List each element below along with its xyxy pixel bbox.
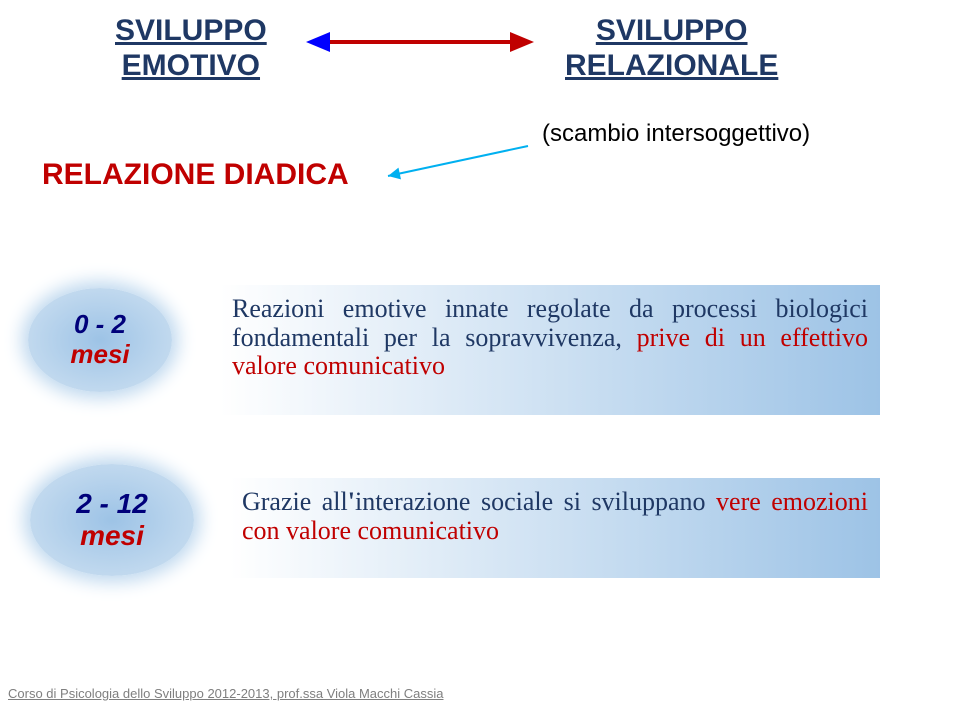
ellipse-0-2-mesi: 0 - 2 mesi <box>28 288 172 392</box>
sub-label: (scambio intersoggettivo) <box>542 120 810 148</box>
double-arrow <box>306 26 534 58</box>
ellipse-0-2-line1: 0 - 2 <box>74 310 126 340</box>
heading-left-line2: EMOTIVO <box>122 49 260 82</box>
ellipse-2-12-line1: 2 - 12 <box>76 488 148 520</box>
ellipse-0-2-line2: mesi <box>70 340 129 370</box>
heading-left-line1: SVILUPPO <box>115 14 267 47</box>
footer-text: Corso di Psicologia dello Sviluppo 2012-… <box>8 686 444 701</box>
heading-red: RELAZIONE DIADICA <box>42 158 349 193</box>
heading-left: SVILUPPO EMOTIVO <box>115 14 267 83</box>
ellipse-2-12-mesi: 2 - 12 mesi <box>30 464 194 576</box>
textbox2-mid: interazione sociale si sviluppano <box>355 487 716 516</box>
textbox2-pre: Grazie all <box>242 487 348 516</box>
textbox2-apostrophe: ' <box>348 487 355 516</box>
heading-right-line2: RELAZIONALE <box>565 49 778 82</box>
heading-right: SVILUPPO RELAZIONALE <box>565 14 778 83</box>
textbox-reazioni: Reazioni emotive innate regolate da proc… <box>220 285 880 415</box>
pointer-arrow <box>380 144 530 184</box>
textbox-grazie: Grazie all'interazione sociale si svilup… <box>230 478 880 578</box>
ellipse-2-12-line2: mesi <box>80 520 144 552</box>
heading-right-line1: SVILUPPO <box>596 14 748 47</box>
